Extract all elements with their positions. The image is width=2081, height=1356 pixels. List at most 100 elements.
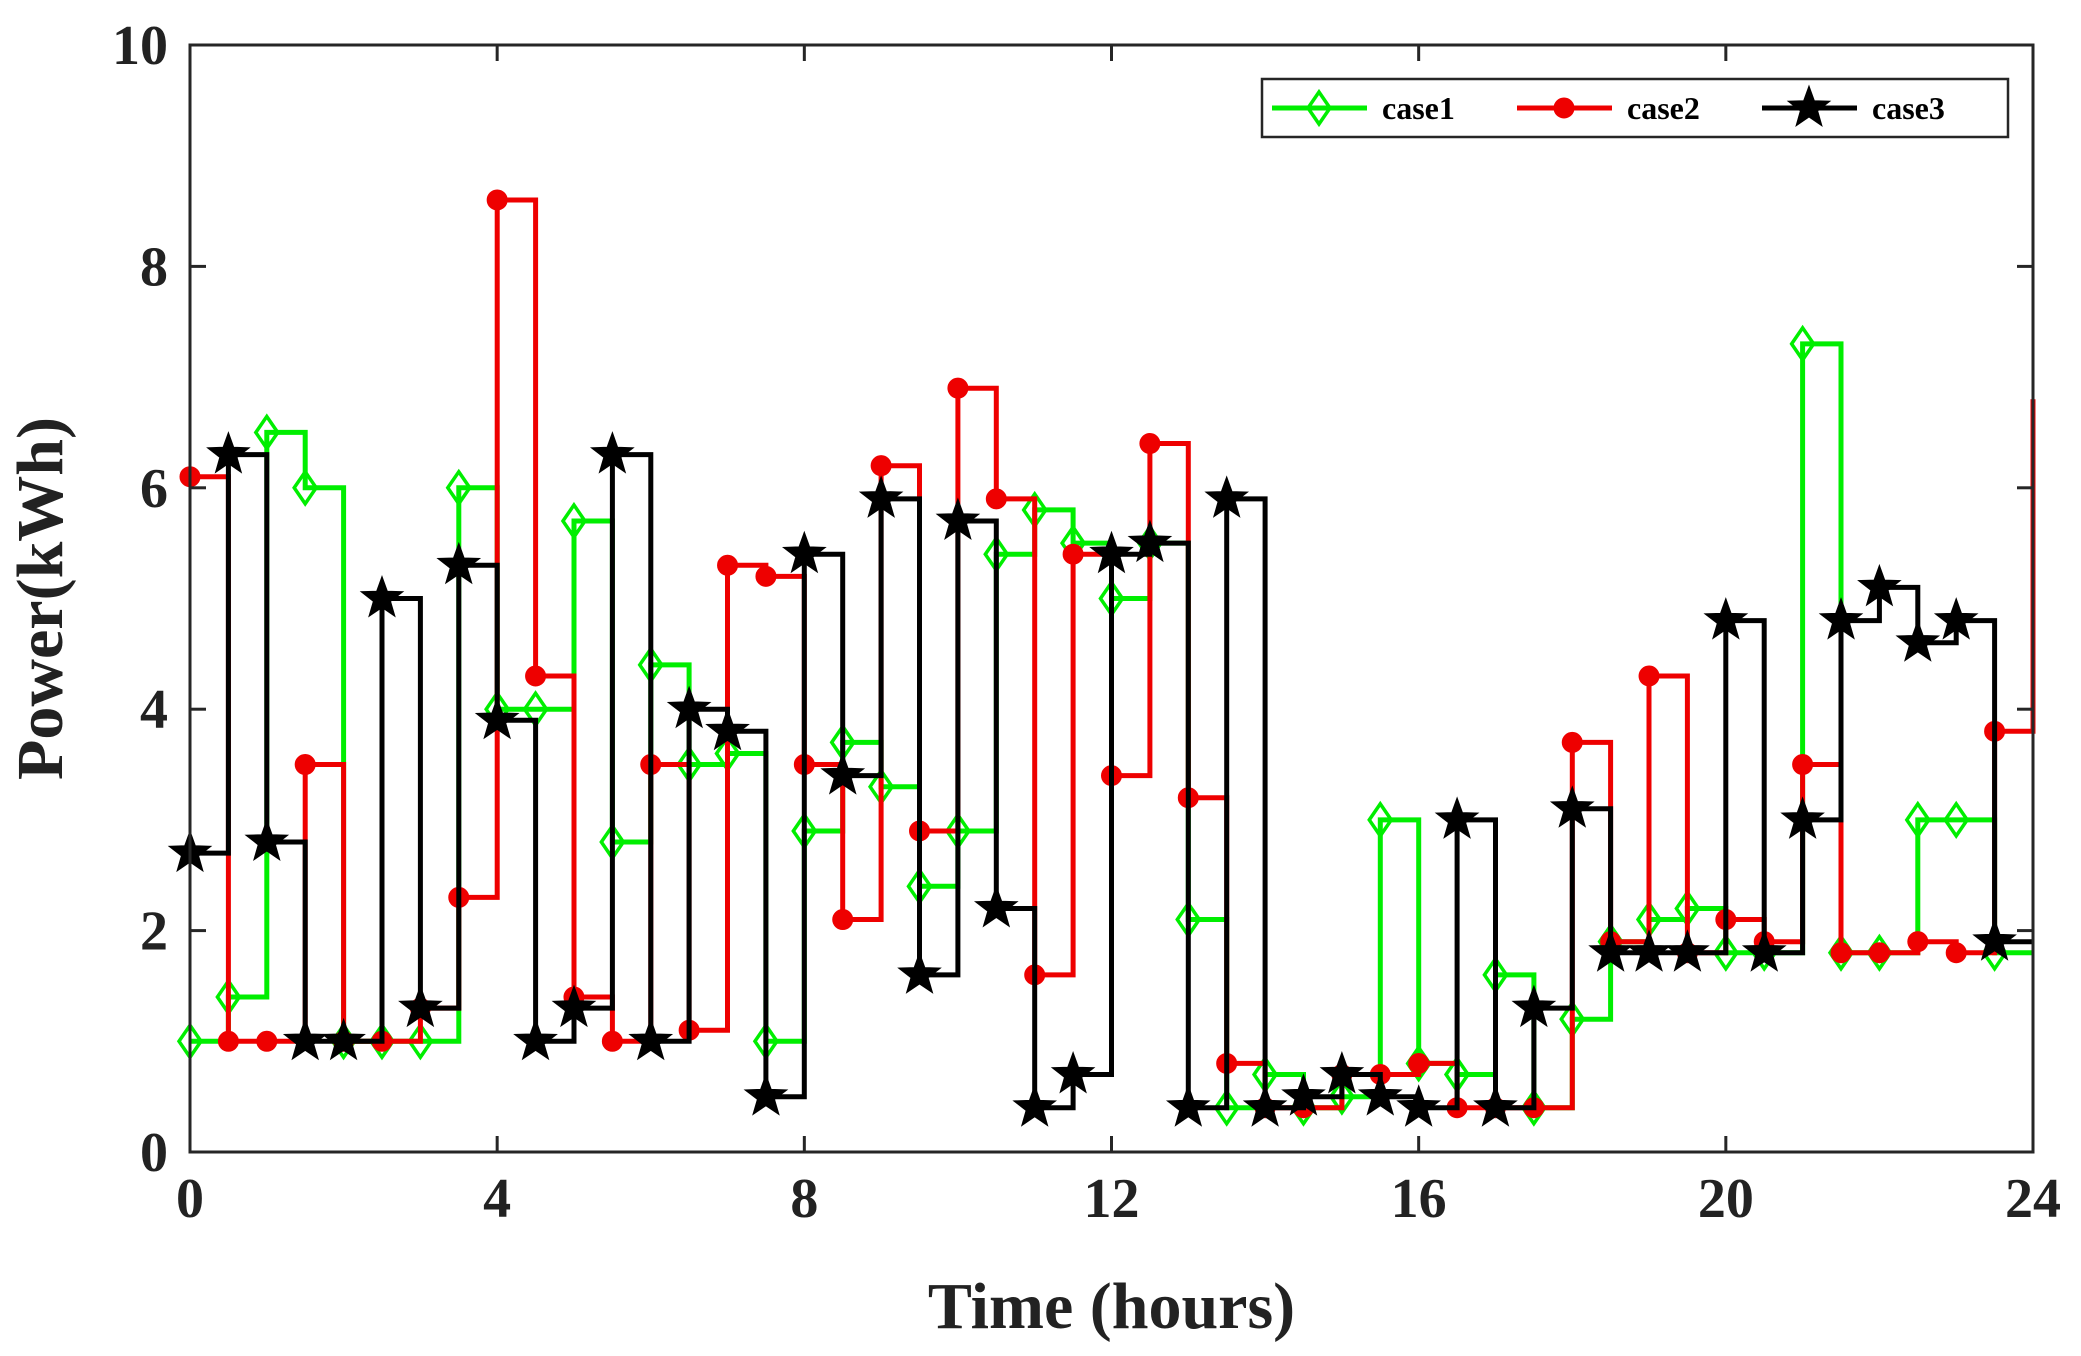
- data-point-case3: [1895, 619, 1941, 662]
- data-point-case2: [985, 488, 1007, 510]
- series-layer: [167, 189, 2036, 1127]
- data-point-case3: [513, 1017, 558, 1061]
- data-point-case3: [1818, 597, 1864, 640]
- data-point-case3: [589, 431, 635, 474]
- legend-marker-case2: [1553, 97, 1575, 119]
- data-point-case3: [1012, 1084, 1057, 1127]
- data-point-case2: [755, 565, 777, 587]
- data-point-case2: [1945, 942, 1967, 964]
- data-point-case2: [486, 189, 508, 211]
- data-point-case3: [897, 951, 942, 994]
- legend-box: [1260, 77, 2010, 139]
- data-point-case3: [1626, 929, 1672, 972]
- data-point-case1: [292, 468, 319, 507]
- data-point-case3: [1166, 1084, 1211, 1127]
- y-tick-label: 6: [140, 458, 168, 520]
- data-point-case3: [1089, 530, 1134, 574]
- legend-label-case1: case1: [1382, 90, 1455, 126]
- data-point-case1: [1789, 324, 1816, 363]
- data-point-case2: [1408, 1052, 1430, 1074]
- y-tick-label: 2: [140, 901, 168, 963]
- y-axis-title: Power(kWh): [4, 417, 77, 780]
- data-point-case3: [666, 685, 712, 729]
- data-point-case3: [1511, 984, 1557, 1028]
- data-point-case3: [244, 818, 290, 861]
- data-point-case1: [560, 501, 588, 541]
- data-point-case3: [973, 885, 1019, 928]
- data-point-case2: [294, 754, 316, 776]
- legend-label-case2: case2: [1627, 90, 1700, 126]
- data-point-case3: [1281, 1073, 1326, 1116]
- x-tick-label: 8: [790, 1168, 818, 1230]
- data-point-case2: [1062, 543, 1084, 565]
- legend-label-case3: case3: [1872, 90, 1945, 126]
- data-point-case3: [743, 1073, 789, 1116]
- legend-entry-case1: case1: [1272, 88, 1455, 128]
- data-point-case1: [407, 1022, 434, 1061]
- data-point-case3: [1050, 1051, 1096, 1094]
- data-point-case3: [1396, 1084, 1442, 1127]
- x-tick-label: 16: [1391, 1168, 1447, 1230]
- data-point-case3: [1473, 1084, 1518, 1127]
- data-point-case2: [1907, 931, 1929, 953]
- data-point-case3: [1933, 597, 1979, 640]
- data-point-case3: [474, 696, 520, 740]
- data-point-case2: [1561, 731, 1583, 753]
- x-tick-label: 24: [2005, 1168, 2061, 1230]
- data-point-case1: [1712, 933, 1739, 972]
- x-tick-label: 12: [1084, 1168, 1140, 1230]
- data-point-case3: [551, 984, 597, 1028]
- data-point-case3: [1549, 785, 1595, 828]
- data-point-case3: [1703, 597, 1749, 640]
- data-point-case3: [359, 575, 405, 618]
- series-case3: [167, 431, 2033, 1127]
- data-point-case3: [1741, 929, 1787, 972]
- data-point-case3: [1780, 796, 1825, 839]
- data-point-case3: [935, 497, 981, 541]
- data-point-case1: [253, 413, 280, 452]
- data-point-case3: [321, 1017, 366, 1061]
- data-point-case3: [1127, 519, 1173, 563]
- y-tick-label: 0: [140, 1122, 168, 1184]
- data-point-case3: [781, 530, 827, 574]
- data-point-case3: [398, 984, 443, 1028]
- data-point-case2: [525, 665, 547, 687]
- data-point-case3: [705, 707, 750, 751]
- data-point-case3: [1204, 475, 1250, 518]
- legend-entry-case3: case3: [1762, 84, 1945, 127]
- data-point-case3: [1319, 1051, 1365, 1094]
- data-point-case3: [1357, 1073, 1403, 1116]
- series-markers-case3: [167, 431, 2017, 1127]
- data-point-case3: [820, 752, 866, 795]
- x-tick-label: 20: [1698, 1168, 1754, 1230]
- legend-marker-case1: [1305, 88, 1333, 128]
- data-point-case2: [1830, 942, 1852, 964]
- data-point-case2: [947, 377, 969, 399]
- data-point-case2: [1638, 665, 1660, 687]
- data-point-case1: [1328, 1077, 1355, 1116]
- y-tick-label: 8: [140, 236, 168, 298]
- data-point-case3: [436, 541, 482, 585]
- data-point-case3: [858, 475, 904, 518]
- legend-entry-case2: case2: [1517, 90, 1700, 126]
- data-point-case2: [1868, 942, 1890, 964]
- data-point-case3: [1588, 929, 1634, 972]
- data-point-case3: [1434, 796, 1480, 839]
- data-point-case2: [601, 1030, 623, 1052]
- data-point-case1: [1367, 800, 1394, 839]
- legend: case1 case2 case3: [1260, 77, 2010, 139]
- x-axis-title: Time (hours): [928, 1270, 1295, 1343]
- legend-marker-case3: [1786, 84, 1832, 127]
- data-point-case1: [1213, 1088, 1240, 1127]
- y-tick-label: 10: [112, 15, 168, 77]
- data-point-case1: [445, 468, 472, 507]
- y-tick-label: 4: [140, 679, 168, 741]
- x-tick-label: 4: [483, 1168, 511, 1230]
- data-point-case3: [1857, 563, 1902, 607]
- data-point-case3: [206, 431, 251, 474]
- data-point-case1: [1943, 800, 1970, 839]
- data-point-case2: [1139, 433, 1161, 455]
- data-point-case3: [628, 1017, 674, 1061]
